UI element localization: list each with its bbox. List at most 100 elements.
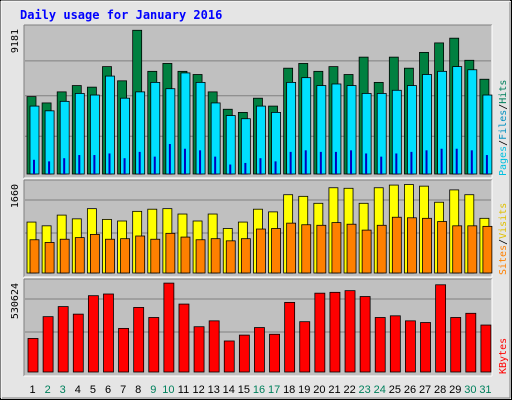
bar-sites-day-8	[135, 235, 146, 274]
x-tick-label-day-19: 19	[298, 384, 310, 396]
chart-panels: 9181Pages/Files/Hits1660Sites/Visits5306…	[10, 24, 509, 377]
x-tick-label-day-17: 17	[268, 384, 280, 396]
legend-kbytes: KBytes	[498, 338, 509, 374]
x-tick-label-day-12: 12	[192, 384, 204, 396]
legend-separator: /	[498, 239, 509, 245]
bar-kbytes-day-22	[344, 290, 356, 373]
x-tick-label-day-7: 7	[120, 384, 126, 396]
bar-pages-day-28	[440, 148, 443, 174]
x-tick-label-day-11: 11	[178, 384, 189, 396]
bar-pages-day-10	[168, 143, 171, 174]
bar-pages-day-22	[350, 150, 353, 174]
bar-kbytes-day-7	[118, 327, 129, 373]
x-tick-label-day-20: 20	[313, 384, 325, 396]
x-tick-label-day-1: 1	[29, 384, 35, 396]
bar-kbytes-day-3	[57, 306, 69, 373]
bar-kbytes-day-27	[420, 322, 431, 373]
bar-pages-day-27	[425, 150, 428, 174]
bar-kbytes-day-30	[465, 312, 477, 373]
x-tick-label-day-13: 13	[208, 384, 220, 396]
bar-kbytes-day-1	[27, 338, 39, 373]
bar-sites-day-29	[452, 225, 463, 274]
x-tick-label-day-29: 29	[449, 384, 461, 396]
bar-pages-day-14	[229, 164, 232, 174]
bar-kbytes-day-17	[269, 333, 280, 373]
legend-hits: Hits	[498, 80, 509, 104]
x-tick-label-day-3: 3	[60, 384, 66, 396]
x-tick-label-day-22: 22	[343, 384, 355, 396]
x-tick-label-day-31: 31	[479, 384, 491, 396]
x-tick-label-day-4: 4	[75, 384, 81, 396]
bar-sites-day-27	[422, 217, 432, 274]
bar-kbytes-day-25	[389, 315, 401, 373]
legend-kbytes: KBytes	[498, 338, 509, 374]
bar-sites-day-2	[44, 242, 55, 274]
bar-sites-day-31	[482, 225, 493, 274]
bar-kbytes-day-23	[359, 296, 371, 373]
bar-pages-day-20	[319, 151, 322, 174]
bar-kbytes-day-19	[299, 321, 311, 373]
bar-pages-day-19	[304, 150, 307, 174]
bar-pages-day-2	[48, 161, 51, 174]
max-label-hits: 9181	[10, 29, 21, 53]
x-tick-label-day-24: 24	[374, 384, 386, 396]
bar-sites-day-15	[240, 238, 251, 274]
bar-sites-day-25	[391, 216, 402, 274]
bar-kbytes-day-16	[254, 327, 265, 373]
x-tick-label-day-9: 9	[150, 384, 156, 396]
bar-pages-day-13	[214, 156, 217, 174]
bar-sites-day-18	[286, 222, 297, 274]
max-label-kbytes: 530624	[10, 283, 21, 319]
legend-sites: Sites	[498, 245, 509, 275]
chart-title: Daily usage for January 2016	[20, 8, 222, 22]
bar-pages-day-12	[199, 150, 202, 174]
panel-visits: 1660 Sites/Visits	[10, 179, 509, 278]
x-tick-label-day-28: 28	[434, 384, 446, 396]
legend-visits: Sites/Visits	[498, 203, 509, 275]
bar-kbytes-day-31	[480, 324, 492, 373]
bar-kbytes-day-13	[208, 320, 220, 373]
bar-sites-day-4	[74, 237, 85, 274]
bar-sites-day-20	[316, 224, 327, 274]
bar-pages-day-23	[365, 153, 368, 174]
bar-pages-day-6	[108, 153, 111, 174]
bar-kbytes-day-26	[405, 320, 416, 373]
max-label-visits: 1660	[10, 184, 21, 208]
legend-pages: Pages	[498, 146, 509, 176]
bar-kbytes-day-8	[133, 307, 145, 373]
bar-sites-day-28	[437, 221, 448, 274]
legend-files: Files	[498, 110, 509, 140]
x-tick-label-day-10: 10	[162, 384, 174, 396]
bar-kbytes-day-24	[374, 317, 386, 373]
bar-pages-day-24	[380, 156, 383, 174]
bar-pages-day-30	[470, 150, 473, 174]
bar-kbytes-day-10	[163, 282, 175, 373]
x-tick-label-day-23: 23	[359, 384, 371, 396]
bar-sites-day-14	[225, 240, 236, 274]
bar-kbytes-day-2	[42, 316, 54, 373]
x-tick-label-day-27: 27	[419, 384, 431, 396]
legend-separator: /	[498, 140, 509, 146]
bar-kbytes-day-20	[314, 292, 326, 373]
bar-pages-day-5	[93, 155, 96, 174]
bar-pages-day-16	[259, 158, 262, 174]
bar-sites-day-9	[150, 238, 161, 274]
bar-kbytes-day-14	[223, 340, 235, 373]
bar-sites-day-21	[331, 222, 342, 274]
bar-kbytes-day-5	[87, 295, 99, 373]
bar-sites-day-12	[195, 239, 206, 274]
bar-kbytes-day-11	[178, 303, 190, 373]
bar-pages-day-17	[274, 161, 277, 174]
bar-sites-day-3	[59, 238, 70, 274]
x-tick-label-day-5: 5	[90, 384, 96, 396]
bar-pages-day-11	[183, 148, 186, 174]
bar-sites-day-24	[376, 224, 387, 274]
legend-hits: Pages/Files/Hits	[498, 80, 509, 176]
x-tick-label-day-30: 30	[464, 384, 476, 396]
bar-kbytes-day-29	[450, 317, 462, 373]
bar-pages-day-7	[123, 158, 126, 174]
panel-kbytes: 530624 KBytes	[10, 278, 509, 377]
x-axis-day-labels: 1 2 3 4 5 6 7 8 9 10 11 12 13 14 15 16 17 18 19 20 21 22 23 24 2…	[29, 384, 491, 396]
